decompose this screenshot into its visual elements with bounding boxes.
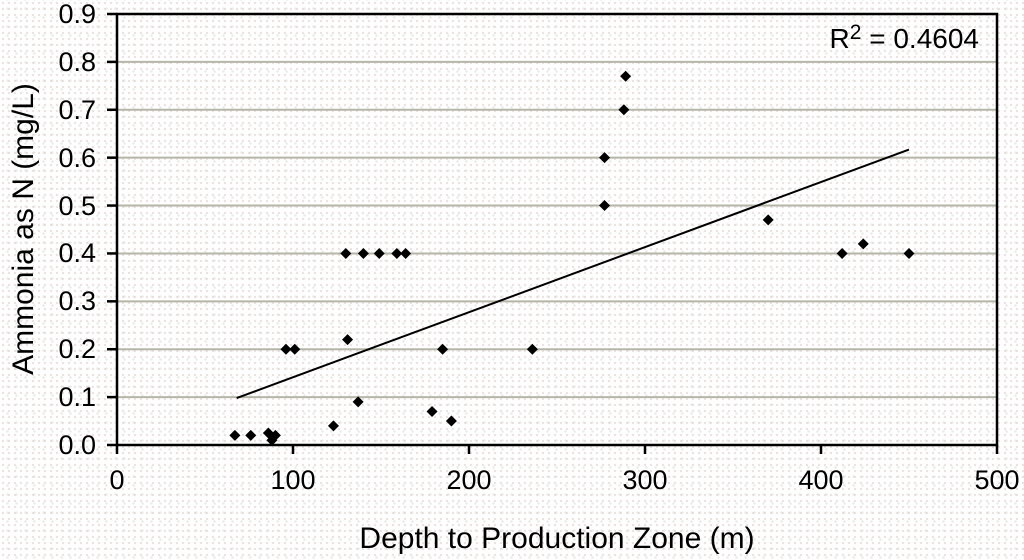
data-point-diamond (445, 415, 457, 427)
data-point-diamond (762, 214, 774, 226)
data-point-diamond (618, 104, 630, 116)
data-point-diamond (340, 247, 352, 259)
y-tick-label: 0.7 (58, 94, 96, 125)
data-point-diamond (357, 247, 369, 259)
data-point-diamond (437, 343, 449, 355)
x-tick-label: 500 (974, 465, 1020, 495)
data-point-diamond (352, 396, 364, 408)
data-point-diamond (391, 247, 403, 259)
x-tick-label: 100 (270, 465, 316, 495)
data-point-diamond (327, 420, 339, 432)
data-point-diamond (599, 152, 611, 164)
data-point-diamond (269, 429, 281, 441)
data-point-diamond (426, 405, 438, 417)
r-squared-annotation: R2 = 0.4604 (830, 16, 979, 56)
data-point-diamond (289, 343, 301, 355)
data-point-diamond (280, 343, 292, 355)
data-point-diamond (599, 200, 611, 212)
y-tick-label: 0.0 (58, 430, 96, 460)
data-point-diamond (857, 238, 869, 250)
y-tick-label: 0.6 (58, 142, 96, 173)
y-tick-label: 0.5 (58, 190, 96, 221)
y-tick-label: 0.3 (58, 286, 96, 317)
data-point-diamond (620, 70, 632, 82)
x-axis-title: Depth to Production Zone (m) (359, 522, 755, 555)
y-tick-label: 0.9 (58, 0, 96, 29)
x-tick-label: 400 (798, 465, 844, 495)
x-tick-label: 0 (109, 465, 125, 495)
y-tick-label: 0.2 (58, 334, 96, 365)
y-tick-label: 0.1 (58, 382, 96, 413)
y-tick-label: 0.4 (58, 238, 96, 269)
plot-border (115, 12, 999, 447)
data-point-diamond (903, 247, 915, 259)
x-tick-label: 300 (622, 465, 668, 495)
r-squared-base: R (829, 23, 850, 54)
data-point-diamond (373, 247, 385, 259)
x-tick-label: 200 (446, 465, 492, 495)
data-point-diamond (342, 334, 354, 346)
trendline (236, 148, 910, 400)
data-point-diamond (400, 247, 412, 259)
data-point-diamond (526, 343, 538, 355)
data-point-diamond (245, 429, 257, 441)
data-point-diamond (229, 429, 241, 441)
data-point-diamond (836, 247, 848, 259)
r-squared-superscript: 2 (849, 21, 862, 44)
y-tick-label: 0.8 (58, 46, 96, 77)
r-squared-value: = 0.4604 (861, 23, 979, 54)
